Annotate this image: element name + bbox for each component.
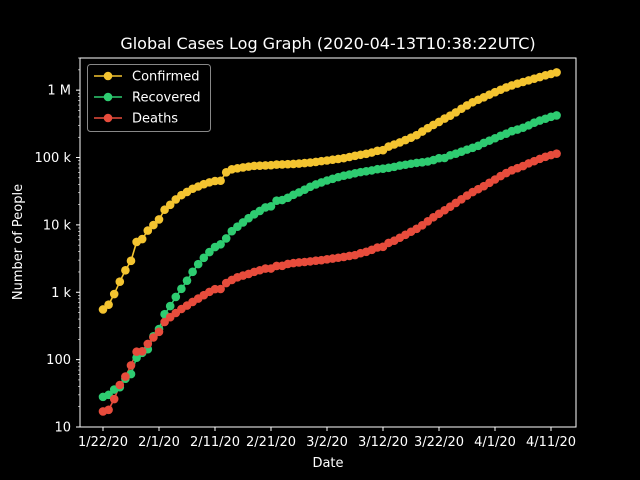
legend-label: Confirmed	[132, 70, 200, 85]
data-point-recovered	[205, 247, 214, 257]
plot-frame	[79, 57, 577, 428]
x-tick-label: 3/22/20	[414, 435, 464, 450]
data-point-confirmed	[552, 68, 561, 77]
y-tick-label: 100 k	[35, 151, 72, 166]
data-point-confirmed	[98, 305, 108, 314]
data-point-confirmed	[216, 176, 225, 186]
data-point-confirmed	[149, 220, 158, 230]
x-tick-label: 2/11/20	[190, 435, 240, 450]
data-point-confirmed	[115, 277, 125, 287]
x-tick-label: 1/22/20	[78, 435, 128, 450]
data-point-deaths	[552, 149, 561, 158]
data-point-recovered	[165, 301, 175, 311]
y-tick-label: 10	[54, 421, 71, 436]
plot-area	[98, 68, 561, 416]
legend-label: Deaths	[132, 112, 178, 127]
data-point-deaths	[143, 339, 153, 349]
data-point-recovered	[132, 353, 141, 362]
legend: Confirmed Recovered Deaths	[87, 64, 211, 132]
x-tick-label: 4/1/20	[474, 435, 516, 450]
y-tick-label: 10 k	[43, 218, 72, 233]
data-point-confirmed	[126, 256, 136, 266]
data-point-deaths	[216, 284, 225, 294]
data-point-deaths	[109, 394, 119, 404]
x-tick-label: 3/2/20	[306, 435, 348, 450]
legend-box	[87, 64, 211, 132]
data-point-deaths	[121, 372, 130, 381]
axes: 10 100 1 k 10 k 100 k 1 M 1/22/20 2/1/20 2/11/20…	[35, 57, 576, 450]
data-point-confirmed	[121, 266, 130, 275]
y-tick-label: 1 k	[51, 286, 71, 301]
y-axis-label: Number of People	[11, 184, 26, 300]
y-tick-label: 100	[46, 353, 71, 368]
x-tick-label: 3/12/20	[358, 435, 408, 450]
y-tick-label: 1 M	[47, 84, 71, 99]
data-point-deaths	[149, 333, 158, 342]
data-point-recovered	[182, 276, 192, 285]
data-point-confirmed	[137, 234, 147, 244]
chart-title: Global Cases Log Graph (2020-04-13T10:38…	[120, 34, 535, 53]
data-point-deaths	[115, 380, 125, 390]
data-point-confirmed	[109, 289, 119, 299]
data-point-deaths	[160, 317, 169, 327]
legend-swatch-marker	[103, 71, 113, 81]
data-point-recovered	[221, 234, 231, 243]
x-tick-label: 4/11/20	[526, 435, 576, 450]
data-point-deaths	[126, 361, 136, 370]
data-point-deaths	[104, 405, 113, 415]
x-tick-label: 2/21/20	[246, 435, 296, 450]
data-point-confirmed	[165, 200, 175, 210]
data-point-recovered	[199, 253, 209, 263]
x-axis-label: Date	[312, 456, 343, 471]
data-point-recovered	[266, 201, 276, 211]
legend-label: Recovered	[132, 91, 201, 106]
x-tick-label: 2/1/20	[138, 435, 180, 450]
data-point-recovered	[216, 240, 225, 249]
legend-swatch-marker	[103, 113, 113, 123]
data-point-confirmed	[143, 226, 153, 235]
data-point-recovered	[193, 259, 203, 269]
data-point-deaths	[154, 327, 164, 337]
data-point-recovered	[552, 111, 561, 120]
data-point-deaths	[137, 346, 147, 356]
data-point-recovered	[177, 284, 186, 294]
data-point-confirmed	[104, 300, 113, 309]
legend-swatch-marker	[103, 92, 113, 102]
data-point-recovered	[171, 292, 181, 302]
data-point-confirmed	[160, 205, 169, 215]
data-point-recovered	[188, 267, 197, 277]
data-point-confirmed	[154, 215, 164, 224]
